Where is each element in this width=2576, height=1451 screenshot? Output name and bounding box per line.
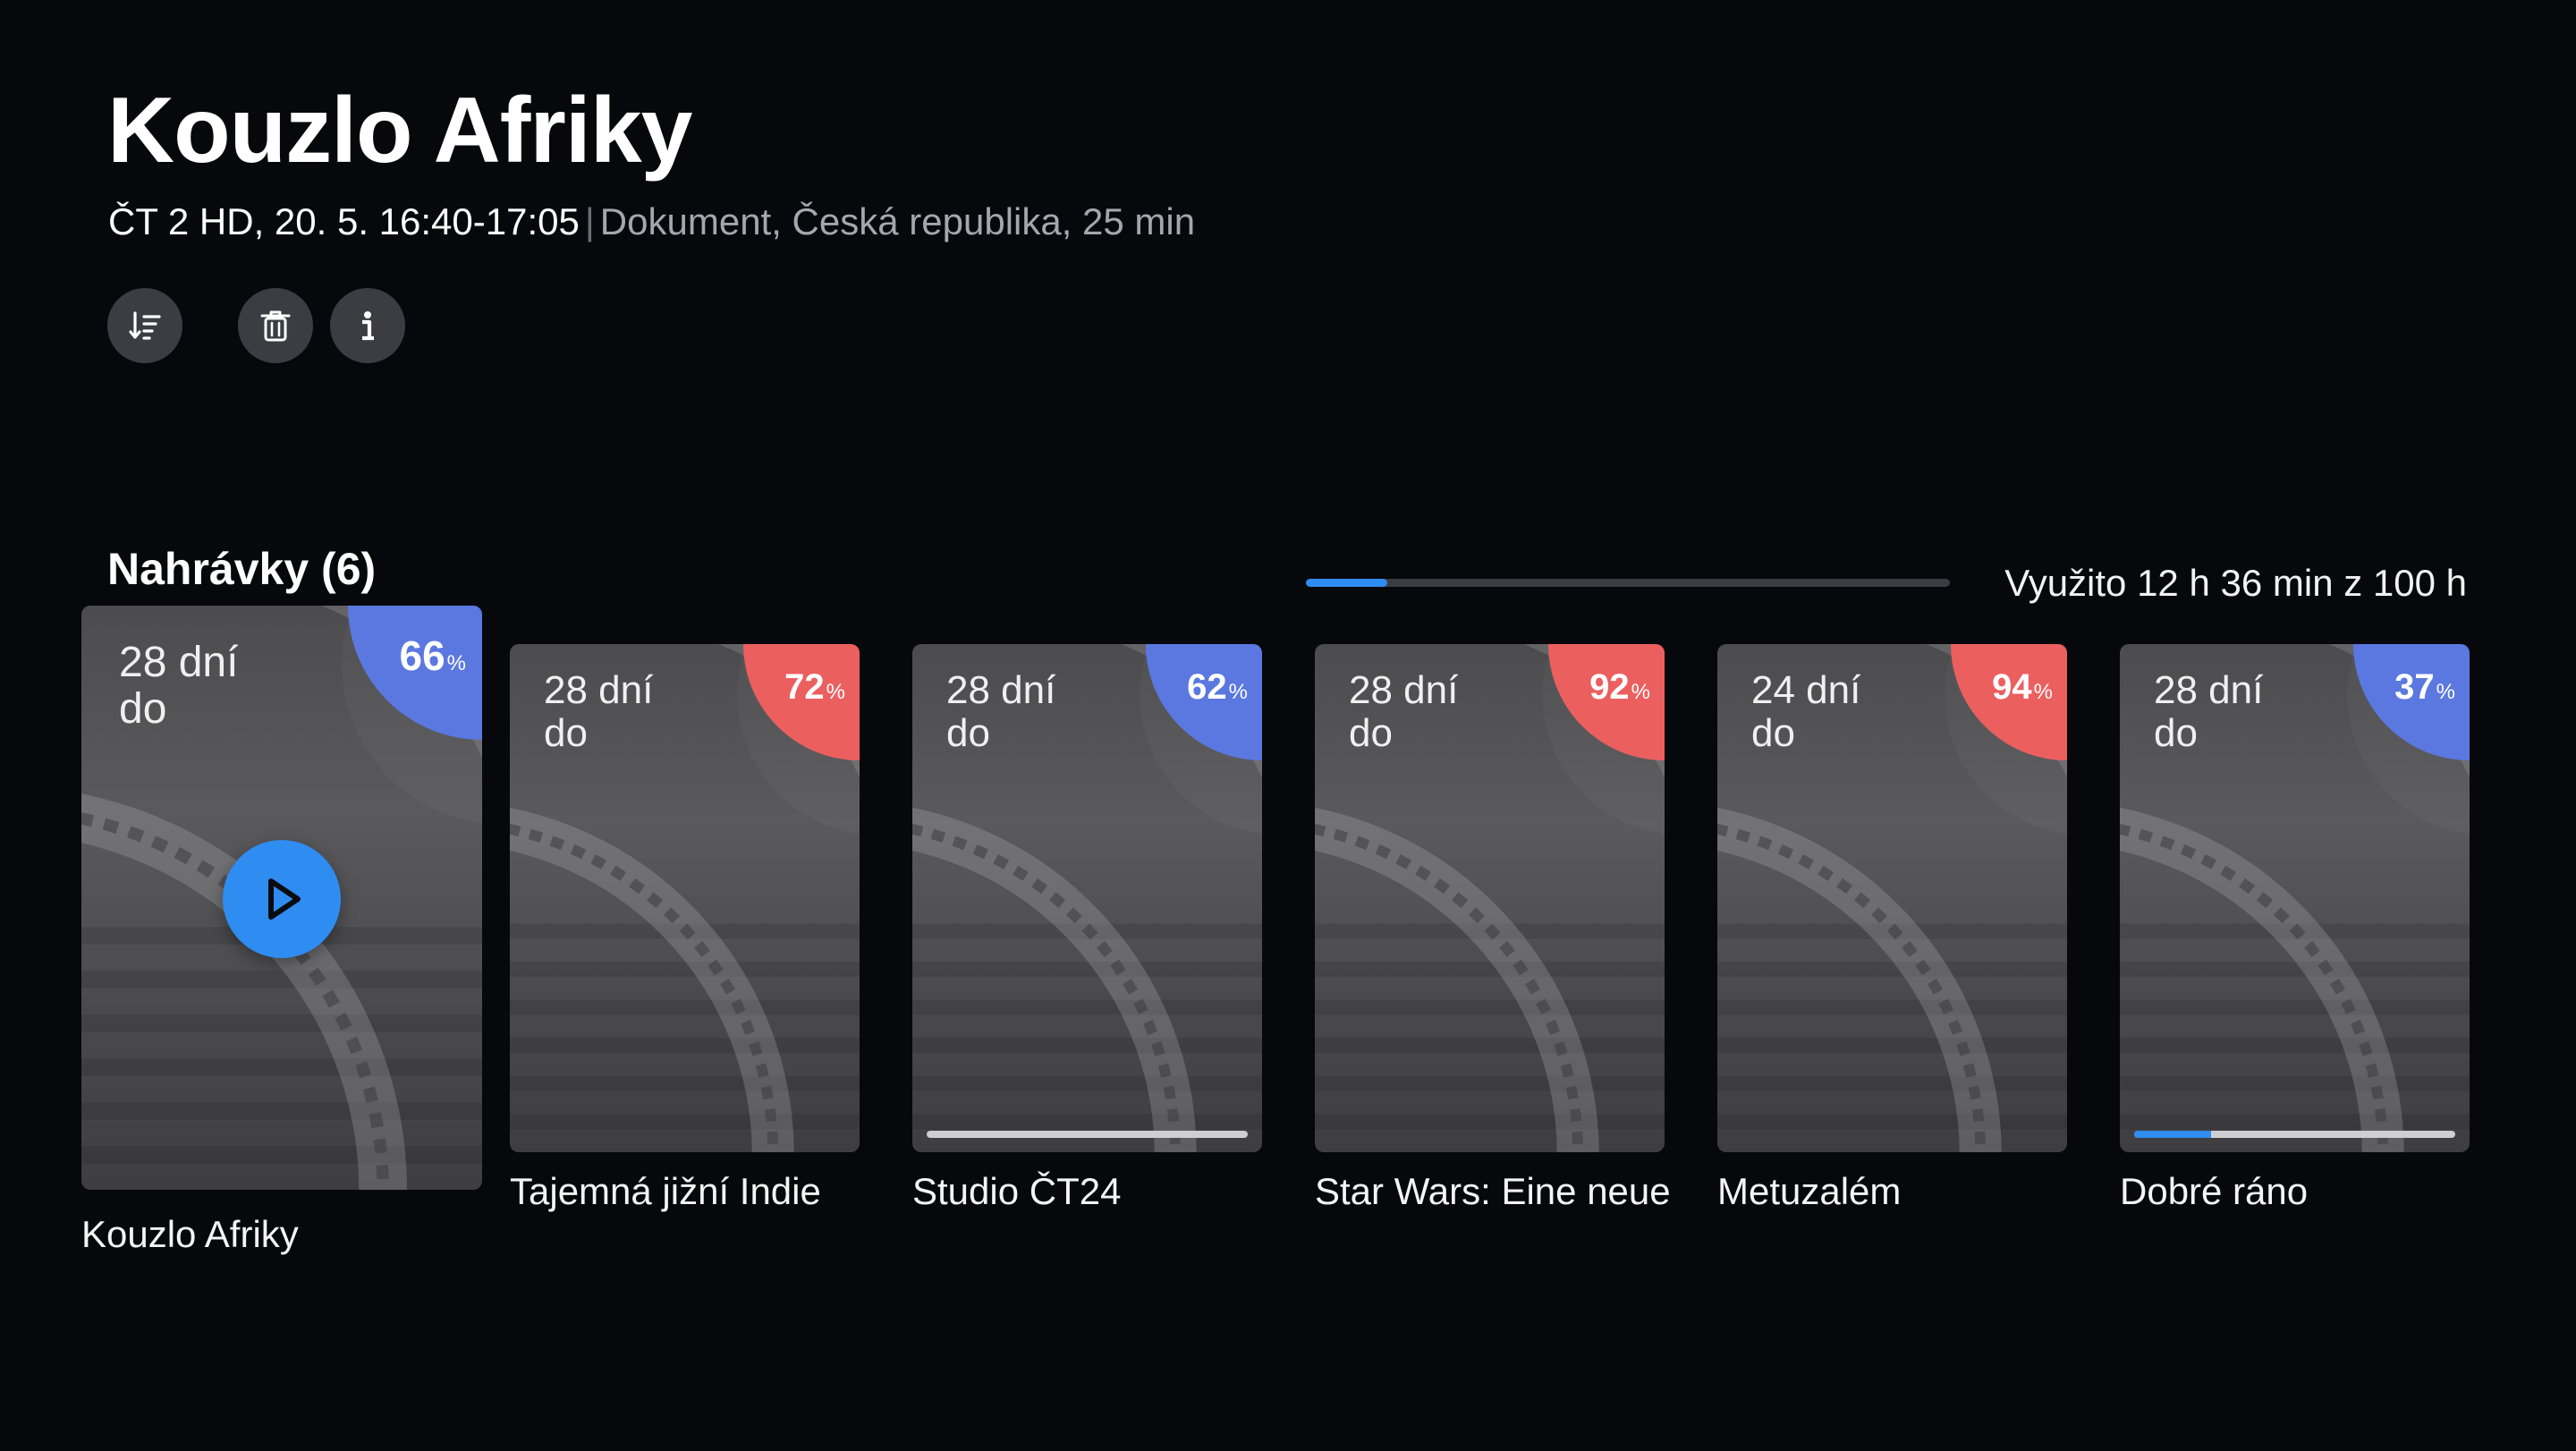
percent-value: 66% bbox=[399, 635, 466, 683]
info-icon bbox=[362, 311, 374, 341]
percent-number: 37 bbox=[2394, 667, 2435, 707]
play-button[interactable] bbox=[223, 840, 341, 958]
page-title: Kouzlo Afriky bbox=[107, 79, 692, 182]
recording-card[interactable]: 28 dní do 66% bbox=[81, 606, 482, 1190]
percent-number: 92 bbox=[1589, 667, 1630, 707]
percent-unit: % bbox=[826, 680, 845, 704]
expiry-days: 24 dní do bbox=[1751, 668, 1861, 755]
recording-card[interactable]: 24 dní do 94% bbox=[1717, 644, 2067, 1152]
percent-value: 72% bbox=[784, 667, 845, 712]
info-button[interactable] bbox=[330, 288, 405, 363]
percent-value: 92% bbox=[1589, 667, 1650, 712]
delete-button[interactable] bbox=[238, 288, 313, 363]
expiry-days: 28 dní do bbox=[1349, 668, 1459, 755]
sort-button[interactable] bbox=[107, 288, 182, 363]
program-details: Dokument, Česká republika, 25 min bbox=[599, 200, 1196, 242]
expiry-days: 28 dní do bbox=[119, 639, 239, 733]
percent-unit: % bbox=[1631, 680, 1650, 704]
recording-title: Kouzlo Afriky bbox=[81, 1213, 299, 1255]
watch-progress-bar bbox=[2134, 1131, 2455, 1138]
meta-separator: | bbox=[584, 200, 595, 242]
sort-icon bbox=[129, 311, 161, 340]
recording-card[interactable]: 28 dní do 62% bbox=[912, 644, 1262, 1152]
percent-unit: % bbox=[1228, 680, 1248, 704]
recording-title: Star Wars: Eine neue bbox=[1315, 1170, 1670, 1212]
percent-value: 94% bbox=[1992, 667, 2053, 712]
expiry-days: 28 dní do bbox=[2154, 668, 2264, 755]
watch-progress-fill bbox=[2134, 1131, 2212, 1138]
percent-value: 37% bbox=[2394, 667, 2455, 712]
recording-title: Studio ČT24 bbox=[912, 1170, 1122, 1212]
program-meta: ČT 2 HD, 20. 5. 16:40-17:05 | Dokument, Če… bbox=[108, 199, 1195, 245]
percent-unit: % bbox=[2033, 680, 2053, 704]
channel-time: ČT 2 HD, 20. 5. 16:40-17:05 bbox=[108, 200, 580, 242]
trash-icon bbox=[260, 310, 291, 342]
recording-title: Dobré ráno bbox=[2120, 1170, 2309, 1212]
recording-card[interactable]: 28 dní do 37% bbox=[2120, 644, 2470, 1152]
percent-number: 72 bbox=[784, 667, 825, 707]
expiry-days: 28 dní do bbox=[946, 668, 1056, 755]
percent-unit: % bbox=[446, 651, 466, 675]
watch-progress-bar bbox=[927, 1131, 1248, 1138]
percent-unit: % bbox=[2436, 680, 2455, 704]
recording-card[interactable]: 28 dní do 72% bbox=[510, 644, 860, 1152]
storage-usage-text: Využito 12 h 36 min z 100 h bbox=[2004, 562, 2467, 604]
percent-number: 94 bbox=[1992, 667, 2032, 707]
recordings-title: Nahrávky (6) bbox=[107, 544, 377, 594]
percent-value: 62% bbox=[1187, 667, 1248, 712]
recording-title: Metuzalém bbox=[1717, 1170, 1902, 1212]
storage-usage-bar bbox=[1306, 579, 1950, 587]
recording-card[interactable]: 28 dní do 92% bbox=[1315, 644, 1665, 1152]
percent-number: 66 bbox=[399, 632, 445, 679]
recording-title: Tajemná jižní Indie bbox=[510, 1170, 821, 1212]
play-icon bbox=[268, 878, 301, 920]
storage-usage-fill bbox=[1306, 579, 1387, 587]
expiry-days: 28 dní do bbox=[544, 668, 654, 755]
percent-number: 62 bbox=[1187, 667, 1227, 707]
